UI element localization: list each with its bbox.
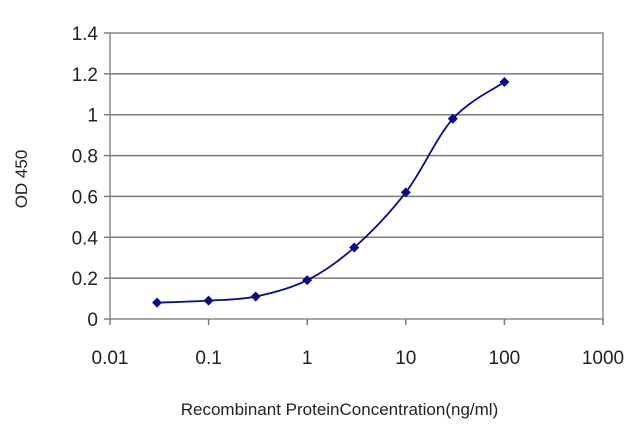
axes: 0 0.2 0.4 0.6 0.8 1 1.2 1.4 0.01 0.1 1 10 100 1000 <box>72 24 625 369</box>
x-tick-label: 1000 <box>582 348 624 369</box>
gridlines <box>110 73 603 279</box>
data-point <box>447 113 458 124</box>
data-point <box>302 275 313 286</box>
data-point <box>203 295 214 306</box>
x-tick-label: 100 <box>489 348 521 369</box>
x-axis-title: Recombinant ProteinConcentration(ng/ml) <box>181 400 499 419</box>
y-axis-title: OD 450 <box>12 150 31 209</box>
y-tick-label: 0 <box>87 310 98 331</box>
data-point <box>250 291 261 302</box>
y-tick-label: 0.4 <box>72 228 99 249</box>
y-tick-label: 1.2 <box>72 65 98 86</box>
data-point <box>349 242 360 253</box>
x-tick-label: 0.01 <box>92 348 129 369</box>
data-point <box>152 297 163 308</box>
y-tick-label: 0.8 <box>72 147 98 168</box>
plot-area-border <box>109 32 604 320</box>
data-point <box>400 187 411 198</box>
data-point <box>499 77 510 88</box>
x-tick-label: 10 <box>395 348 416 369</box>
y-tick-label: 1.4 <box>72 24 99 45</box>
x-tick-label: 0.1 <box>195 348 221 369</box>
data-series <box>152 77 510 308</box>
y-tick-label: 0.2 <box>72 269 98 290</box>
y-tick-label: 0.6 <box>72 187 98 208</box>
x-tick-label: 1 <box>302 348 313 369</box>
y-tick-label: 1 <box>87 106 98 127</box>
